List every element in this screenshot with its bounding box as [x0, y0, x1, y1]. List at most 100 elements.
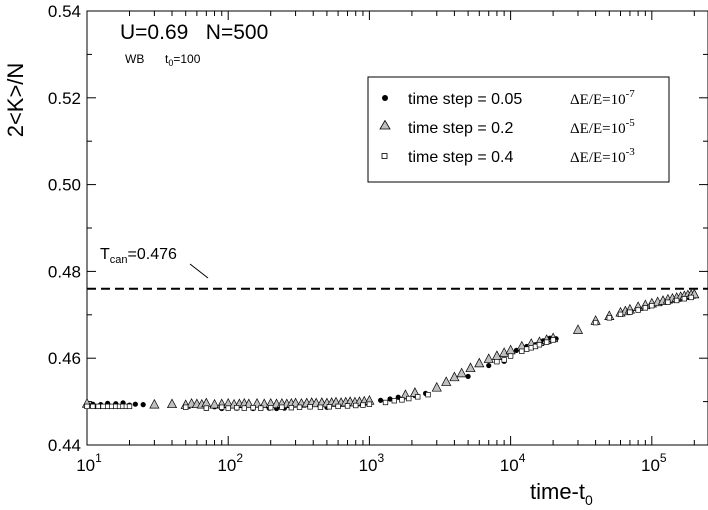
series-2-point-23 [307, 404, 313, 410]
params-annotation: U=0.69 N=500 [120, 21, 268, 44]
x-tick-label-1-exp: 2 [236, 451, 243, 465]
y-tick-label-3: 0.50 [48, 176, 81, 195]
legend-marker-1 [379, 119, 391, 130]
series-2-point-34 [406, 395, 412, 402]
series-2-point-55 [674, 297, 680, 304]
series-2-point-17 [250, 405, 256, 411]
series-2-point-14 [225, 405, 231, 411]
legend-de-2: ΔE/E=10-3 [570, 146, 635, 166]
series-2-point-2 [95, 403, 101, 410]
series-2-point-18 [258, 405, 264, 411]
series-1-point-55 [572, 324, 584, 334]
series-2-point-53 [649, 303, 655, 309]
series-2-point-44 [536, 342, 543, 348]
legend-label-0: time step = 0.05 [408, 91, 522, 108]
series-2-point-30 [366, 401, 373, 407]
y-tick-label-0: 0.44 [48, 436, 81, 455]
series-2-point-1 [90, 403, 96, 410]
legend: time step = 0.05 ΔE/E=10-7 time step = 0… [367, 76, 670, 183]
legend-de-1: ΔE/E=10-5 [570, 117, 635, 137]
legend-label-2: time step = 0.4 [408, 149, 513, 166]
y-tick-label-5: 0.54 [48, 2, 81, 21]
series-2-point-48 [606, 315, 612, 321]
legend-de-0: ΔE/E=10-7 [570, 88, 635, 108]
series-2 [84, 294, 694, 411]
x-tick-label-1: 102 [217, 451, 243, 475]
series-1-point-1 [149, 398, 160, 409]
series-2-point-15 [234, 405, 240, 411]
legend-de-0-exp: -7 [626, 88, 636, 100]
legend-marker-2 [381, 153, 388, 159]
series-2-point-11 [183, 404, 189, 410]
series-1-point-46 [483, 353, 494, 363]
tcan-pointer-line [189, 263, 209, 279]
series-2-point-51 [635, 307, 641, 313]
series-1-point-45 [474, 357, 485, 368]
series-2-point-0 [84, 403, 90, 410]
series-2-point-21 [288, 405, 294, 411]
legend-label-1: time step = 0.2 [408, 120, 513, 137]
series-2-point-50 [627, 309, 633, 315]
series-2-point-37 [494, 359, 500, 365]
legend-de-2-base: ΔE/E=10 [570, 150, 626, 166]
series-0-point-21 [387, 396, 393, 402]
series-1-point-49 [505, 344, 516, 355]
y-tick-label-2: 0.48 [48, 262, 81, 281]
x-tick-label-4-exp: 5 [660, 451, 667, 465]
series-2-point-19 [268, 405, 274, 411]
series-layer [81, 288, 700, 412]
series-2-point-52 [642, 305, 648, 311]
x-tick-label-2-base: 10 [359, 456, 378, 475]
y-axis: 0.44 0.46 0.48 0.50 0.52 0.54 [48, 2, 708, 455]
y-tick-label-4: 0.52 [48, 89, 81, 108]
legend-de-2-exp: -3 [626, 146, 636, 158]
x-tick-label-0-base: 10 [76, 456, 95, 475]
series-2-point-36 [425, 392, 431, 398]
series-2-point-32 [391, 398, 397, 404]
series-0-point-20 [377, 397, 384, 403]
x-tick-label-4-base: 10 [641, 456, 660, 475]
tcan-label-value: =0.476 [128, 246, 177, 263]
x-tick-label-3-exp: 4 [519, 451, 526, 465]
x-axis-title-sub: 0 [585, 492, 593, 508]
wb-label: WB [125, 52, 144, 66]
t0-label-base: t [165, 52, 169, 66]
series-2-point-10 [126, 403, 133, 410]
series-0-point-6 [132, 401, 138, 407]
legend-de-0-base: ΔE/E=10 [570, 92, 626, 108]
series-2-point-25 [326, 404, 332, 410]
series-1-point-40 [431, 381, 442, 392]
t0-label-value: =100 [173, 52, 200, 66]
series-2-point-54 [665, 299, 671, 305]
y-axis-title: 2<K>/N [3, 63, 28, 138]
series-1-point-41 [441, 376, 452, 386]
series-2-point-13 [219, 404, 225, 410]
series-2-point-33 [399, 397, 405, 403]
series-2-point-45 [544, 339, 550, 345]
series-2-point-22 [296, 404, 303, 410]
series-2-point-12 [203, 405, 209, 411]
t0-label: t0=100 [165, 52, 201, 68]
series-1 [81, 288, 700, 409]
series-0 [90, 335, 559, 412]
x-tick-label-2-exp: 3 [378, 451, 385, 465]
series-2-point-46 [550, 337, 556, 343]
series-0-point-7 [140, 402, 146, 408]
series-0-point-27 [486, 362, 492, 369]
x-tick-label-0-exp: 1 [95, 451, 102, 465]
series-2-point-57 [688, 294, 694, 301]
x-tick-label-2: 103 [359, 451, 385, 475]
x-tick-label-3: 104 [500, 451, 526, 475]
series-2-point-16 [241, 405, 247, 411]
series-2-point-39 [507, 353, 514, 359]
series-1-point-48 [499, 347, 510, 357]
series-2-point-47 [592, 319, 599, 326]
series-2-point-49 [617, 311, 624, 318]
x-tick-label-4: 105 [641, 451, 667, 475]
series-2-point-40 [519, 348, 525, 354]
series-2-point-26 [335, 403, 341, 410]
series-2-point-35 [415, 394, 421, 400]
x-tick-label-1-base: 10 [217, 456, 236, 475]
series-2-point-3 [100, 403, 106, 410]
